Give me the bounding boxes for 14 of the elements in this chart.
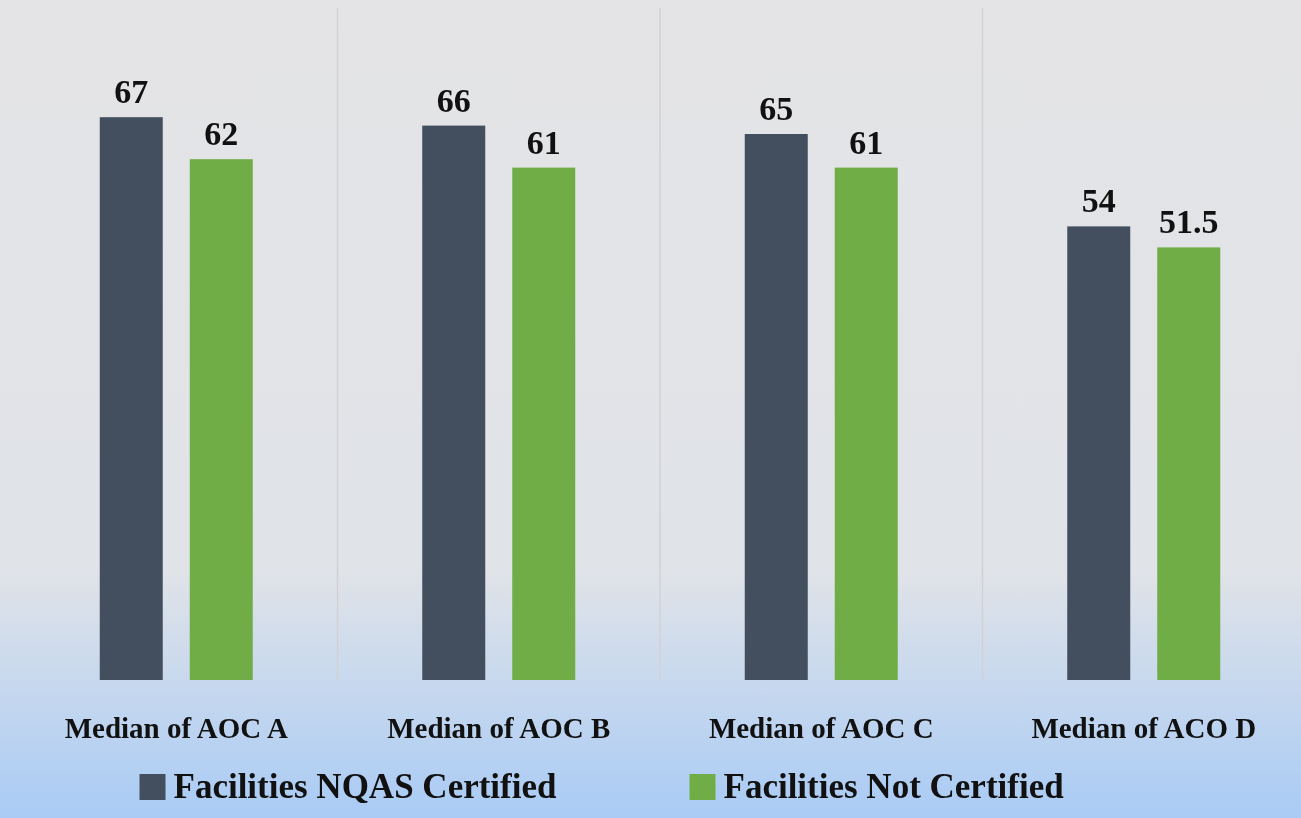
data-label: 51.5 [1159,203,1219,241]
data-label: 54 [1081,182,1116,220]
x-tick-label: Median of AOC A [64,712,288,744]
data-label: 62 [204,115,239,153]
legend-label: Facilities NQAS Certified [173,767,557,806]
data-label: 66 [436,81,471,119]
legend-label: Facilities Not Certified [723,767,1065,806]
x-tick-label: Median of AOC B [387,712,611,744]
x-tick-label: Median of AOC C [708,712,934,744]
data-label: 65 [759,90,794,127]
data-label: 61 [526,123,561,161]
x-tick-label: Median of ACO D [1031,712,1257,744]
data-label: 61 [849,123,884,161]
data-label: 67 [114,73,149,111]
